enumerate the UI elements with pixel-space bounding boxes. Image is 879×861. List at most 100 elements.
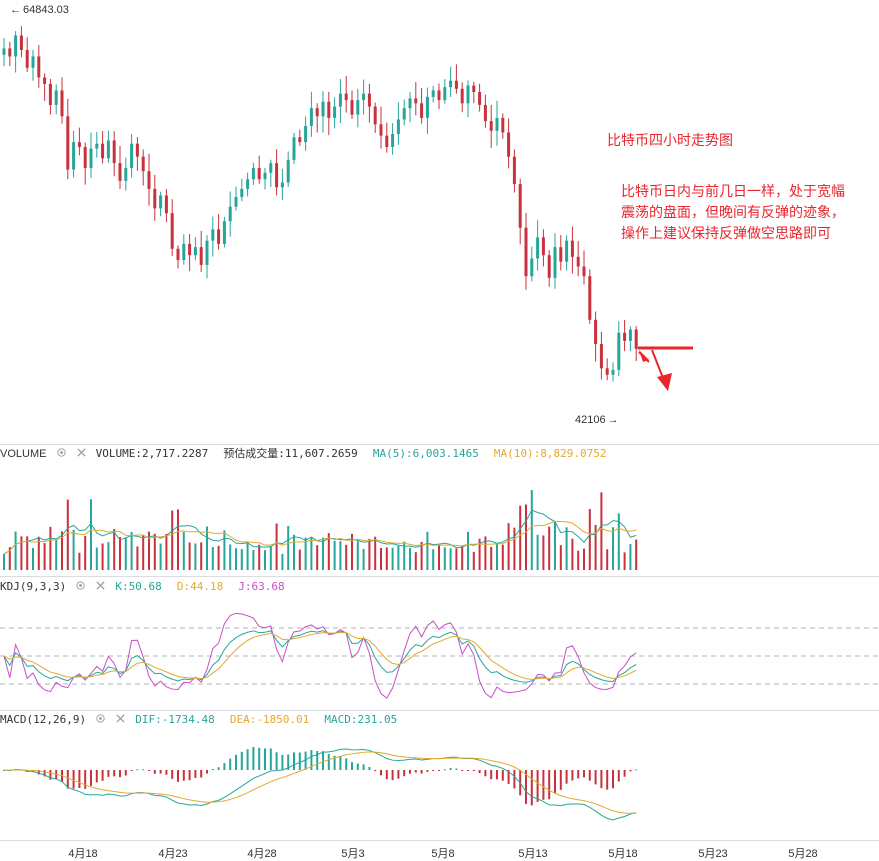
macd-dea-value: DEA:-1850.01 — [229, 713, 310, 726]
close-icon[interactable] — [95, 580, 106, 591]
macd-histogram-bar — [612, 770, 614, 789]
candle-body — [72, 142, 76, 170]
estimated-volume: 预估成交量:11,607.2659 — [223, 447, 358, 460]
macd-histogram-bar — [472, 770, 475, 772]
volume-bar — [629, 544, 632, 570]
settings-icon[interactable] — [95, 713, 106, 724]
volume-bar — [188, 542, 191, 570]
volume-bar — [635, 539, 638, 570]
candle-body — [8, 48, 12, 57]
macd-histogram-bar — [258, 747, 261, 770]
pane-divider — [0, 444, 879, 445]
kdj-pane[interactable] — [0, 594, 879, 708]
x-tick-label: 5月3 — [341, 848, 365, 860]
macd-histogram-bar — [153, 770, 156, 774]
macd-histogram-bar — [461, 770, 464, 771]
kdj-j-line — [3, 612, 637, 699]
candle-body — [89, 148, 93, 168]
volume-bar — [496, 542, 498, 570]
macd-histogram-bar — [362, 764, 365, 770]
candle-body — [333, 106, 337, 118]
candle-body — [425, 96, 429, 118]
macd-histogram-bar — [72, 770, 75, 789]
macd-histogram-bar — [432, 770, 435, 771]
candle-body — [240, 188, 244, 198]
candle-body — [460, 88, 464, 104]
macd-histogram-bar — [287, 754, 290, 770]
volume-bar — [391, 547, 394, 570]
kdj-legend: KDJ(9,3,3) K:50.68 D:44.18 J:63.68 — [0, 580, 297, 594]
volume-value: VOLUME:2,717.2287 — [95, 447, 209, 460]
volume-bar — [3, 553, 5, 570]
x-axis-line — [0, 840, 879, 841]
candle-body — [135, 143, 139, 157]
candle-body — [182, 243, 186, 261]
candle-body — [483, 104, 487, 122]
macd-histogram-bar — [490, 770, 493, 780]
volume-bar — [327, 533, 330, 570]
macd-histogram-bar — [617, 770, 620, 782]
candle-body — [541, 237, 545, 256]
volume-bar — [211, 547, 214, 570]
volume-bar — [484, 536, 487, 570]
volume-bar — [612, 527, 614, 570]
close-icon[interactable] — [115, 713, 126, 724]
close-icon[interactable] — [76, 447, 87, 458]
candle-body — [582, 266, 586, 277]
candle-body — [518, 184, 522, 228]
volume-bar — [571, 538, 574, 570]
volume-bar — [8, 547, 11, 570]
candle-body — [472, 85, 476, 93]
macd-histogram-bar — [496, 770, 498, 780]
price-pane[interactable] — [0, 0, 879, 440]
macd-histogram-bar — [525, 770, 527, 804]
candle-body — [559, 247, 563, 262]
high-price-value: 64843.03 — [23, 4, 69, 16]
volume-bar — [240, 549, 243, 570]
candle-body — [588, 276, 592, 320]
candle-body — [605, 368, 609, 375]
macd-histogram-bar — [327, 754, 330, 770]
volume-pane[interactable] — [0, 462, 879, 574]
macd-histogram-bar — [43, 770, 46, 777]
volume-bar — [223, 530, 226, 570]
volume-bar — [258, 544, 261, 570]
macd-histogram-bar — [426, 770, 429, 772]
x-tick-label: 5月13 — [518, 848, 548, 860]
macd-histogram-bar — [455, 768, 458, 770]
volume-ma10: MA(10):8,829.0752 — [493, 447, 607, 460]
macd-histogram-bar — [304, 751, 307, 770]
x-tick-label: 5月28 — [788, 848, 818, 860]
macd-histogram-bar — [507, 770, 510, 784]
candle-body — [106, 140, 110, 159]
volume-bar — [217, 545, 220, 570]
macd-histogram-value: MACD:231.05 — [324, 713, 398, 726]
macd-histogram-bar — [542, 770, 545, 800]
volume-bar — [472, 551, 475, 570]
macd-histogram-bar — [37, 770, 40, 775]
volume-bar — [374, 536, 377, 570]
settings-icon[interactable] — [56, 447, 67, 458]
macd-histogram-bar — [438, 770, 440, 771]
volume-bar — [66, 499, 69, 570]
settings-icon[interactable] — [75, 580, 86, 591]
volume-bar — [606, 549, 609, 570]
macd-histogram-bar — [211, 768, 214, 770]
macd-pane[interactable] — [0, 728, 879, 838]
x-tick-label: 5月18 — [608, 848, 638, 860]
macd-histogram-bar — [583, 770, 585, 778]
candle-body — [112, 140, 116, 164]
candle-body — [37, 56, 41, 78]
volume-bar — [171, 510, 174, 570]
kdj-k-value: K:50.68 — [115, 580, 162, 593]
candle-body — [176, 248, 180, 261]
candle-body — [309, 108, 313, 126]
macd-histogram-bar — [281, 754, 284, 770]
candle-body — [570, 240, 574, 257]
volume-title: VOLUME — [0, 448, 47, 460]
macd-histogram-bar — [90, 770, 92, 786]
volume-bar — [583, 548, 585, 570]
candle-body — [512, 156, 516, 185]
volume-bar — [304, 537, 307, 570]
volume-bar — [90, 499, 92, 570]
